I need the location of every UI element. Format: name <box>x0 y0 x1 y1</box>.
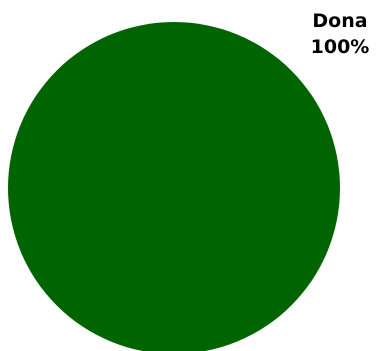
slice-label-percent: 100% <box>311 36 370 58</box>
slice-label-name: Dona <box>312 10 367 32</box>
pie-slice-dona <box>8 22 340 351</box>
slice-labels: Dona 100% <box>311 10 370 58</box>
pie-slices <box>8 22 340 351</box>
